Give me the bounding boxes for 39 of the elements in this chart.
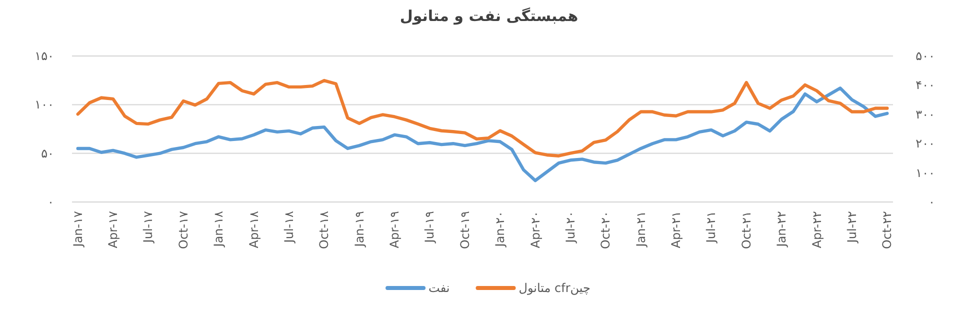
x-tick-label: Jul-۲۲ [844,211,859,244]
x-tick-label: Jan-۱۸ [212,210,226,248]
x-tick-label: Jan-۲۲ [774,211,789,248]
x-tick-label: Apr-۲۰ [528,211,542,248]
x-tick-label: Jul-۲۱ [704,211,718,244]
y2-tick-label: ۵۰۰ [916,49,935,63]
x-tick-label: Apr-۱۹ [388,211,402,248]
line-series [76,78,889,158]
x-tick-label: Oct-۲۲ [880,211,894,249]
x-tick-label: Apr-۱۸ [246,210,261,248]
x-tick-label: Jul-۱۷ [141,210,156,244]
y2-tick-label: ۳۰۰ [916,107,935,122]
y2-tick-label: ۲۰۰ [916,136,935,151]
x-tick-label: Oct-۲۰ [598,211,613,249]
y2-tick-label: ۴۰۰ [916,78,935,92]
x-tick-label: Apr-۲۱ [669,211,684,248]
y-tick-label: ۵۰ [41,146,54,160]
x-tick-label: Jan-۱۷ [70,210,85,248]
x-tick-label: Oct-۲۱ [739,211,754,249]
legend-label: متانول cfrچین [518,281,590,295]
chart-title: همبستگی نفت و متانول [400,7,578,25]
x-tick-label: Oct-۱۹ [458,211,472,249]
x-tick-label: Apr-۲۲ [810,211,824,248]
y-tick-label: ۱۰۰ [34,98,54,112]
x-tick-label: Oct-۱۷ [176,210,190,249]
x-tick-label: Jan-۲۰ [493,211,508,248]
x-tick-label: Jan-۲۱ [634,211,648,248]
x-tick-label: Jan-۱۹ [352,211,366,248]
y2-tick-label: ۱۰۰ [916,166,935,180]
x-tick-label: Apr-۱۷ [106,210,120,248]
line-series [76,86,889,182]
y2-tick-label: ۰ [928,195,935,209]
y-tick-label: ۱۵۰ [34,49,54,63]
x-tick-label: Jul-۱۹ [422,211,437,244]
y-tick-label: ۰ [48,195,54,209]
x-tick-label: Jul-۲۰ [563,211,578,244]
x-tick-label: Oct-۱۸ [317,210,332,249]
x-tick-label: Jul-۱۸ [282,210,296,244]
legend-label: نفت [428,281,450,295]
